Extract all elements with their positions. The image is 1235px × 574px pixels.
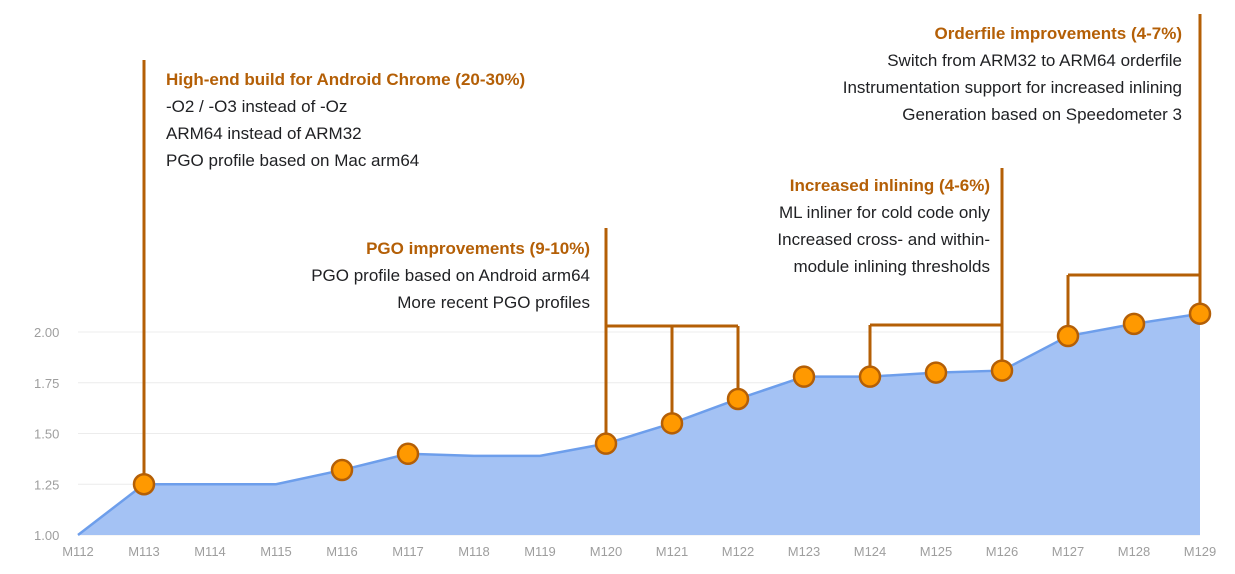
annotation-detail: PGO profile based on Android arm64 — [311, 266, 590, 285]
series-line — [77, 312, 1201, 536]
x-tick-label: M112 — [62, 544, 94, 559]
x-tick-label: M120 — [590, 544, 623, 559]
data-point-marker — [330, 458, 354, 482]
y-tick-label: 1.50 — [34, 427, 59, 442]
annotation-title: High-end build for Android Chrome (20-30… — [166, 70, 525, 89]
annotation-title: Increased inlining (4-6%) — [790, 176, 990, 195]
data-point-marker — [660, 412, 684, 435]
data-point-marker — [396, 442, 420, 466]
annotation-detail: More recent PGO profiles — [397, 293, 590, 312]
x-tick-label: M125 — [920, 544, 953, 559]
x-tick-label: M117 — [392, 544, 424, 559]
annotation-detail: Instrumentation support for increased in… — [843, 78, 1182, 97]
annotation-detail: PGO profile based on Mac arm64 — [166, 151, 419, 170]
y-tick-label: 1.25 — [34, 477, 59, 492]
annotation-detail: -O2 / -O3 instead of -Oz — [166, 97, 347, 116]
annotation-detail: ARM64 instead of ARM32 — [166, 124, 362, 143]
x-tick-label: M119 — [524, 544, 556, 559]
annotation-detail: module inlining thresholds — [793, 257, 990, 276]
data-point-marker — [132, 473, 156, 496]
x-tick-label: M127 — [1052, 544, 1085, 559]
x-tick-label: M126 — [986, 544, 1019, 559]
data-point-marker — [990, 359, 1014, 382]
y-tick-label: 1.75 — [34, 376, 59, 391]
x-tick-label: M129 — [1184, 544, 1217, 559]
x-tick-label: M113 — [128, 544, 160, 559]
data-point-marker — [1188, 302, 1212, 325]
data-point-marker — [858, 365, 882, 388]
data-point-marker — [1122, 312, 1146, 336]
annotation-detail: Generation based on Speedometer 3 — [902, 105, 1182, 124]
area-layer — [77, 312, 1201, 536]
x-tick-label: M115 — [260, 544, 292, 559]
data-point-marker — [924, 361, 948, 384]
y-tick-label: 2.00 — [34, 325, 59, 340]
annotation-title: Orderfile improvements (4-7%) — [934, 24, 1182, 43]
markers — [132, 302, 1212, 496]
annotation-detail: Switch from ARM32 to ARM64 orderfile — [887, 51, 1182, 70]
data-point-marker — [726, 387, 750, 411]
data-point-marker — [792, 365, 816, 388]
annotation-detail: Increased cross- and within- — [777, 230, 990, 249]
annotation-detail: ML inliner for cold code only — [779, 203, 991, 222]
x-tick-label: M122 — [722, 544, 755, 559]
x-tick-label: M124 — [854, 544, 887, 559]
y-tick-label: 1.00 — [34, 528, 59, 543]
y-axis: 1.00 1.25 1.50 1.75 2.00 — [34, 325, 59, 543]
x-axis: M112 M113 M114 M115 M116 M117 M118 M119 M120 M121… — [62, 544, 1216, 559]
annotation-title: PGO improvements (9-10%) — [366, 239, 590, 258]
x-tick-label: M128 — [1118, 544, 1151, 559]
x-tick-label: M114 — [194, 544, 226, 559]
area-fill — [78, 313, 1200, 535]
annotations: High-end build for Android Chrome (20-30… — [166, 24, 1182, 312]
data-point-marker — [1056, 324, 1080, 348]
data-point-marker — [594, 432, 618, 455]
x-tick-label: M121 — [656, 544, 689, 559]
x-tick-label: M116 — [326, 544, 358, 559]
x-tick-label: M118 — [458, 544, 490, 559]
x-tick-label: M123 — [788, 544, 821, 559]
